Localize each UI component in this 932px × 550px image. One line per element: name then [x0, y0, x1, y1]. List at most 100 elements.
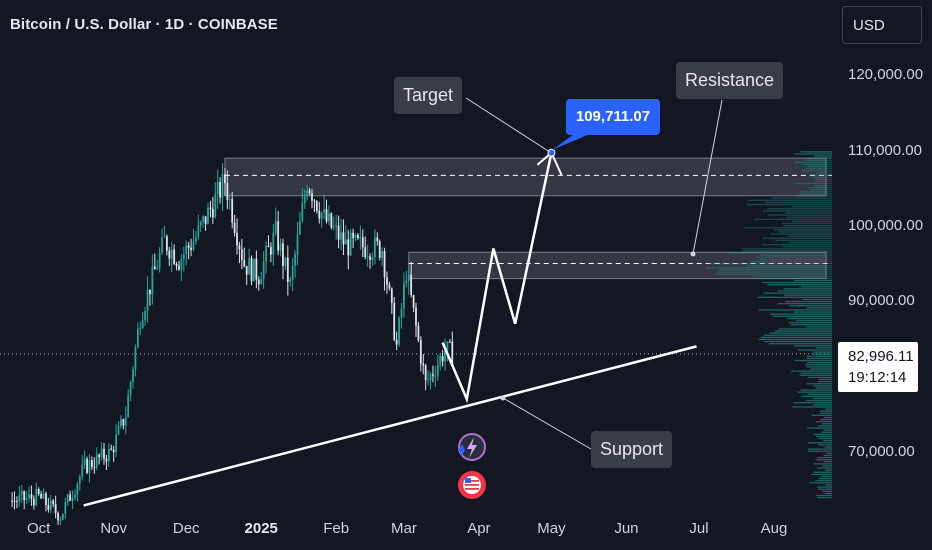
candle-body	[383, 251, 386, 278]
x-tick-label: 2025	[244, 520, 278, 537]
y-tick-label: 110,000.00	[848, 141, 922, 159]
lightning-bolt-glyph	[467, 437, 477, 458]
currency-button[interactable]: USD	[842, 6, 922, 44]
projection-path	[441, 152, 553, 404]
candle-body	[308, 190, 311, 194]
candle-body	[170, 249, 173, 259]
candle-body	[248, 258, 251, 275]
candle-body	[294, 254, 296, 267]
volume-profile-bar	[815, 494, 832, 497]
volume-profile-bar	[791, 370, 832, 372]
candle-body	[202, 216, 205, 222]
candle-body	[86, 458, 88, 473]
volume-profile-bar	[768, 343, 832, 345]
candle-body	[444, 350, 446, 362]
candle-body	[66, 494, 69, 502]
volume-profile-bar	[763, 292, 832, 294]
candle-body	[328, 213, 330, 222]
volume-profile-bar	[816, 486, 832, 488]
support-annotation[interactable]: Support	[591, 431, 673, 468]
candle-body	[45, 493, 47, 506]
symbol-title[interactable]: Bitcoin / U.S. Dollar · 1D · COINBASE	[10, 16, 278, 33]
candle-body	[320, 212, 323, 219]
volume-profile-bar	[821, 475, 832, 478]
volume-profile-bar	[783, 246, 832, 248]
candle-body	[429, 374, 432, 380]
candle-body	[279, 243, 282, 251]
x-tick-label: Jul	[689, 520, 709, 537]
volume-profile-bar	[815, 480, 832, 482]
candle-body	[161, 236, 163, 253]
candle-body	[398, 317, 400, 345]
volume-profile-bar	[822, 423, 832, 425]
volume-profile-bar	[751, 275, 832, 277]
candle-body	[311, 193, 313, 201]
candle-body	[250, 258, 253, 282]
candle-body	[390, 288, 393, 303]
support-anchor	[500, 395, 506, 401]
support-leader	[502, 397, 592, 450]
candle-body	[262, 261, 265, 280]
candle-body	[197, 225, 200, 238]
x-tick-label: Mar	[390, 520, 417, 537]
candle-body	[59, 519, 62, 521]
volume-profile-bar	[818, 477, 832, 480]
candle-body	[112, 449, 115, 453]
candle-body	[173, 249, 176, 264]
candle-body	[269, 246, 272, 255]
candle-body	[199, 221, 202, 226]
target-price-label[interactable]: 109,711.07	[566, 99, 660, 135]
volume-profile-bar	[807, 427, 832, 429]
volume-profile-bar	[770, 313, 832, 315]
candle-body	[168, 250, 171, 259]
candle-body	[132, 369, 134, 383]
target-annotation[interactable]: Target	[394, 77, 463, 114]
volume-profile-bar	[805, 399, 832, 402]
volume-profile-bar	[778, 231, 832, 233]
candle-body	[393, 302, 396, 340]
candle-body	[243, 259, 246, 267]
candle-body	[231, 198, 234, 223]
resistance-annotation[interactable]: Resistance	[676, 62, 784, 99]
volume-profile-bar	[806, 307, 832, 309]
candle-body	[323, 209, 325, 213]
volume-profile-bar	[789, 305, 832, 307]
candle-body	[180, 258, 183, 270]
volume-profile-bar	[814, 180, 832, 183]
candle-body	[88, 460, 91, 473]
volume-profile-bar	[771, 197, 832, 199]
volume-profile-bar	[803, 159, 832, 161]
volume-profile-bar	[786, 216, 832, 218]
volume-profile-bar	[716, 273, 832, 275]
volume-profile-bar	[792, 406, 832, 408]
volume-profile-bar	[808, 187, 832, 189]
candle-body	[255, 258, 258, 280]
candle-body	[187, 245, 190, 248]
volume-profile-bar	[807, 448, 832, 450]
volume-profile-bar	[800, 286, 832, 288]
volume-profile-bar	[812, 404, 832, 406]
volume-profile-bar	[799, 193, 832, 195]
volume-profile-bar	[807, 165, 832, 168]
volume-profile-bar	[777, 290, 832, 292]
candle-body	[52, 500, 55, 505]
candle-body	[306, 190, 309, 197]
candle-body	[245, 266, 248, 275]
volume-profile-bar	[813, 385, 832, 387]
volume-profile-bar	[812, 397, 832, 400]
candle-body	[419, 340, 422, 364]
volume-profile-bar	[782, 222, 832, 225]
candle-body	[352, 232, 355, 239]
volume-profile-bar	[705, 267, 832, 269]
candle-body	[432, 374, 434, 376]
volume-profile-bar	[811, 414, 832, 417]
candle-body	[301, 203, 304, 221]
candle-body	[20, 491, 23, 495]
volume-profile-bar	[825, 469, 832, 471]
candle-body	[139, 327, 142, 329]
candle-body	[436, 364, 439, 376]
candle-body	[153, 266, 156, 270]
volume-profile-bar	[756, 256, 832, 258]
volume-profile-bar	[793, 195, 832, 197]
